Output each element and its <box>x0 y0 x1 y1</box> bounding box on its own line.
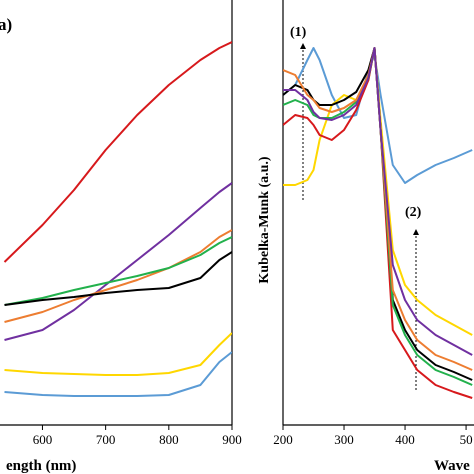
plot-area <box>283 47 473 399</box>
x-tick-label: 200 <box>273 432 293 447</box>
data-line <box>3 41 232 263</box>
annotation: (2) <box>405 205 422 220</box>
x-axis-label: ength (nm) <box>6 458 76 474</box>
data-line <box>4 251 232 306</box>
data-line <box>4 351 232 397</box>
x-tick-label: 300 <box>334 432 354 447</box>
panel-label: a) <box>0 15 12 34</box>
x-tick-label: 400 <box>395 432 415 447</box>
plot-area <box>3 41 232 397</box>
x-tick-label: 700 <box>96 432 116 447</box>
annotation: (1) <box>290 25 307 40</box>
data-line <box>4 229 232 323</box>
data-line <box>283 47 473 184</box>
data-line <box>4 236 232 306</box>
x-tick-label: 900 <box>222 432 242 447</box>
y-axis-label: Kubelka-Munk (a.u.) <box>257 156 272 284</box>
data-line <box>4 332 232 376</box>
data-line <box>283 47 473 381</box>
data-line <box>283 47 473 356</box>
x-tick-label: 50 <box>460 432 473 447</box>
x-tick-label: 600 <box>33 432 53 447</box>
x-axis-label: Wave <box>434 458 470 474</box>
data-line <box>4 182 232 341</box>
x-tick-label: 800 <box>159 432 179 447</box>
